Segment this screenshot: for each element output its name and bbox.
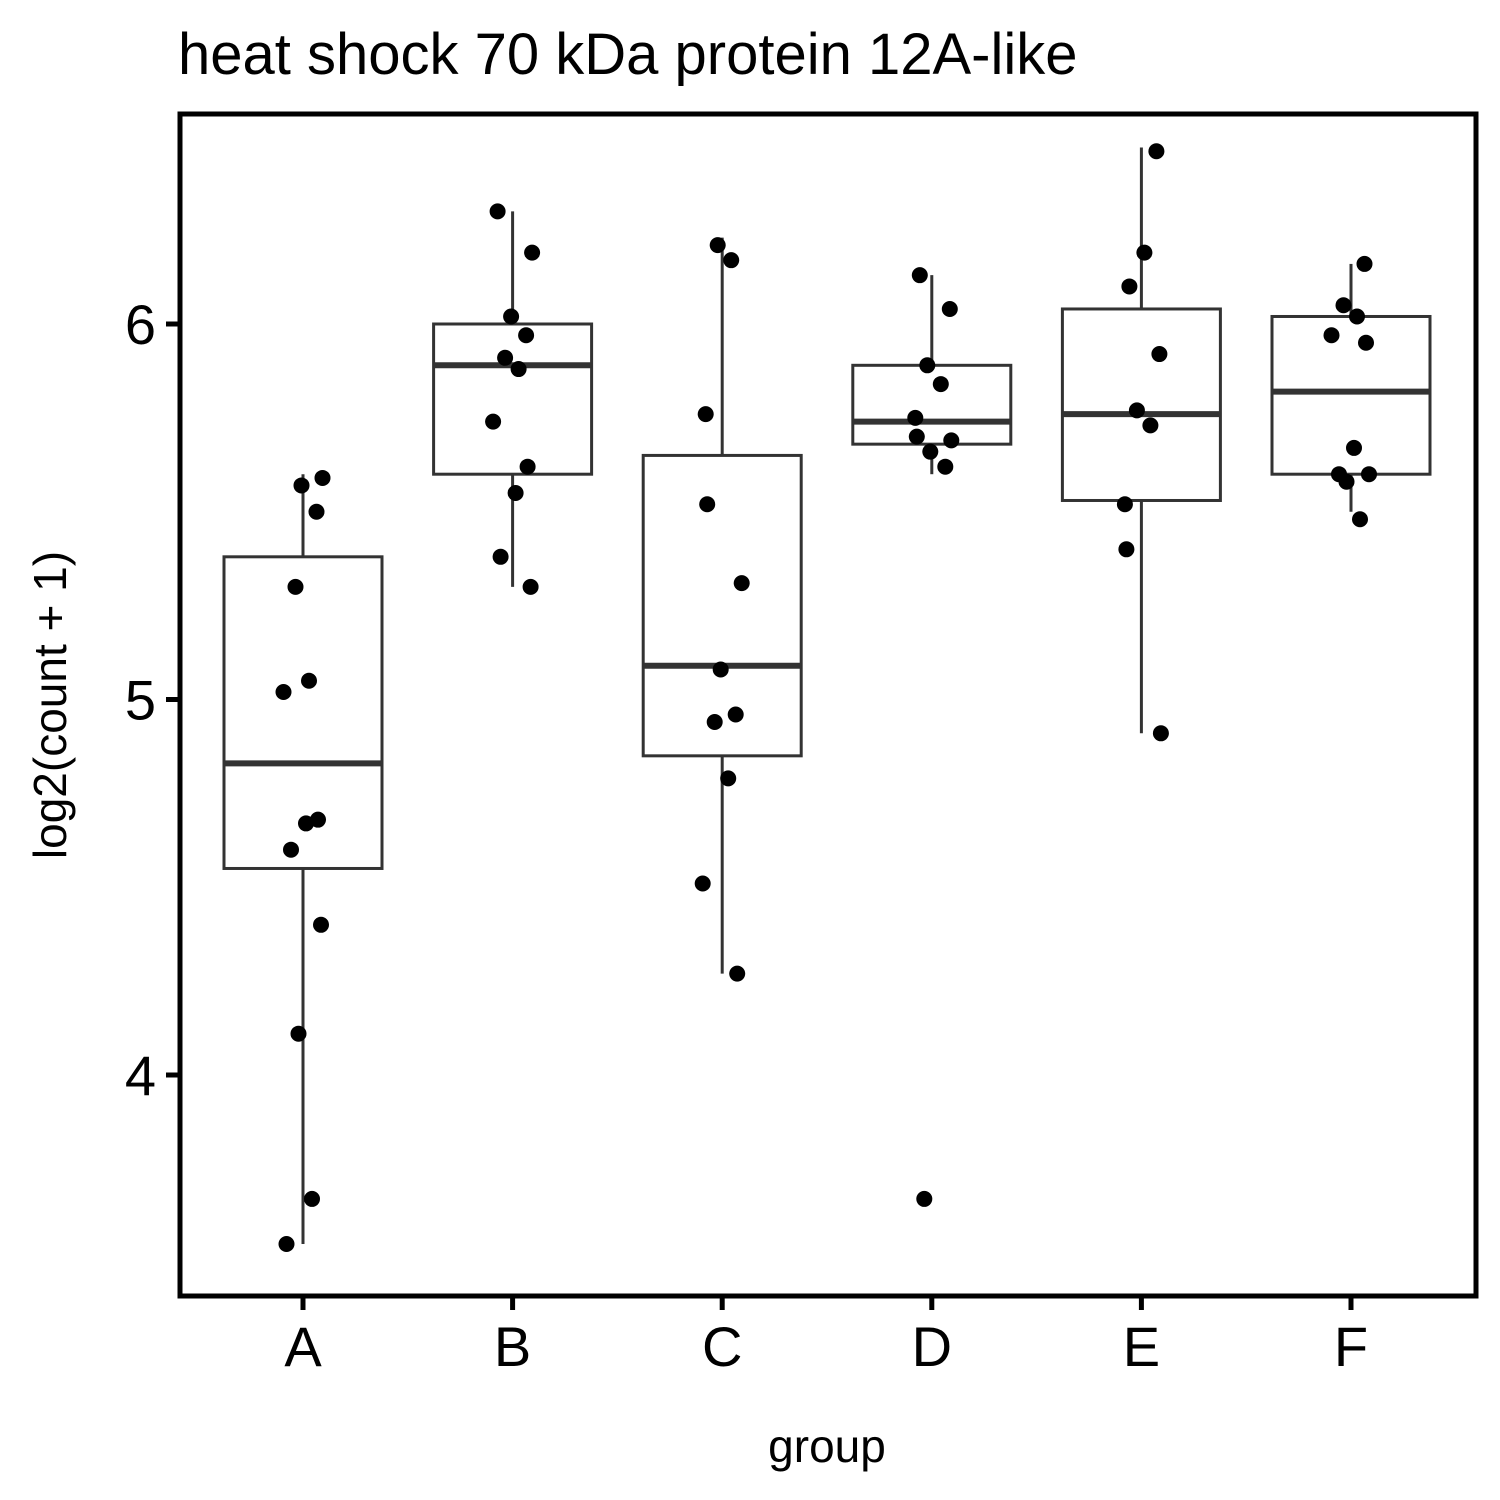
box-C [641, 237, 803, 974]
box-iqr [641, 453, 803, 758]
data-point [937, 458, 954, 475]
data-point [908, 428, 925, 445]
x-tick-label: B [494, 1315, 531, 1378]
chart-title: heat shock 70 kDa protein 12A-like [178, 22, 1078, 87]
data-point [518, 327, 535, 344]
y-tick-label: 4 [125, 1044, 156, 1107]
data-point [709, 237, 726, 254]
data-point [310, 811, 326, 828]
data-point [727, 706, 744, 723]
data-point [723, 252, 740, 269]
data-point [712, 661, 729, 678]
data-point [485, 413, 502, 430]
data-point [1346, 439, 1362, 456]
boxes-layer [222, 147, 1432, 1244]
data-point [1116, 496, 1133, 513]
box-B [432, 211, 594, 587]
data-point [941, 300, 958, 317]
y-tick-label: 5 [125, 669, 156, 732]
box-A [222, 474, 384, 1244]
data-point [907, 409, 924, 426]
box-F [1270, 263, 1432, 512]
y-tick-label: 6 [125, 293, 156, 356]
data-point [293, 477, 310, 494]
y-axis: 4 5 6 [125, 293, 180, 1107]
x-tick-label: A [284, 1315, 322, 1378]
data-point [699, 496, 716, 513]
data-point [298, 815, 314, 832]
points-C [694, 237, 750, 982]
points-F [1323, 255, 1377, 528]
box-D [851, 275, 1013, 475]
data-point [287, 578, 304, 595]
points-layer [275, 143, 1377, 1252]
data-point [697, 406, 714, 423]
data-point [308, 503, 325, 520]
data-point [1136, 244, 1153, 261]
data-point [1121, 278, 1138, 295]
points-A [275, 469, 331, 1252]
x-axis: A B C D E F [284, 1296, 1368, 1378]
box-E [1060, 147, 1222, 734]
x-tick-label: E [1123, 1315, 1160, 1378]
data-point [1335, 297, 1352, 314]
data-point [1151, 346, 1168, 363]
points-B [485, 203, 541, 595]
data-point [313, 916, 329, 933]
points-D [907, 267, 960, 1207]
data-point [922, 443, 939, 460]
data-point [507, 484, 524, 501]
data-point [1152, 725, 1169, 742]
box-iqr [851, 363, 1013, 446]
data-point [919, 357, 936, 374]
data-point [283, 841, 299, 858]
data-point [694, 875, 711, 892]
data-point [729, 965, 746, 982]
data-point [1142, 417, 1159, 434]
data-point [720, 770, 737, 787]
data-point [932, 376, 949, 393]
data-point [510, 361, 527, 378]
data-point [497, 349, 514, 366]
data-point [706, 714, 723, 731]
data-point [519, 458, 536, 475]
box-iqr [1270, 314, 1432, 476]
data-point [1356, 255, 1373, 272]
x-axis-title: group [768, 1420, 886, 1472]
data-point [911, 267, 928, 284]
data-point [314, 469, 331, 486]
data-point [492, 548, 509, 565]
data-point [1323, 327, 1340, 344]
data-point [1331, 466, 1347, 483]
data-point [304, 1190, 320, 1207]
data-point [524, 244, 541, 261]
x-tick-label: D [912, 1315, 952, 1378]
data-point [1128, 402, 1145, 419]
y-axis-title: log2(count + 1) [24, 551, 76, 859]
data-point [916, 1190, 933, 1207]
data-point [1361, 466, 1377, 483]
data-point [1118, 541, 1135, 558]
data-point [278, 1235, 295, 1252]
data-point [1349, 308, 1365, 325]
data-point [943, 432, 960, 449]
data-point [1352, 511, 1368, 528]
x-tick-label: F [1334, 1315, 1368, 1378]
data-point [489, 203, 506, 220]
plot-panel-border [177, 111, 1479, 1299]
data-point [275, 683, 292, 700]
x-tick-label: C [702, 1315, 742, 1378]
data-point [1148, 143, 1165, 160]
data-point [301, 672, 317, 689]
data-point [733, 575, 750, 592]
box-iqr [432, 322, 594, 476]
data-point [1358, 334, 1374, 351]
data-point [503, 308, 520, 325]
data-point [522, 578, 539, 595]
points-E [1116, 143, 1169, 742]
data-point [290, 1025, 307, 1042]
